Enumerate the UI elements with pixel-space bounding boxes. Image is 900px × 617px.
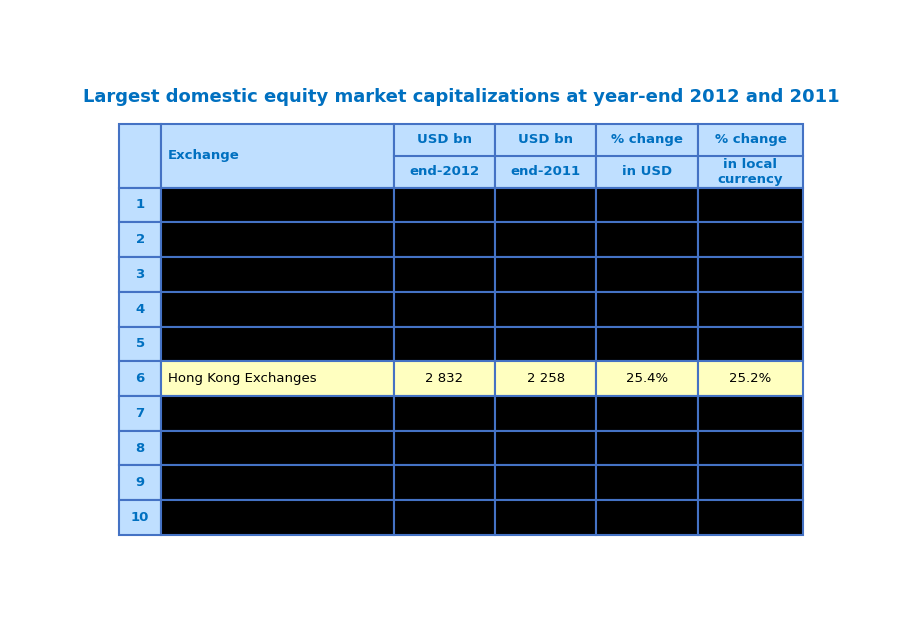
Bar	[597, 222, 698, 257]
Bar	[495, 465, 597, 500]
Text: 1: 1	[136, 199, 145, 212]
Text: 10: 10	[130, 511, 149, 524]
Bar	[495, 257, 597, 292]
Text: end-2011: end-2011	[510, 165, 580, 178]
Text: 7: 7	[136, 407, 145, 420]
Bar	[597, 326, 698, 361]
Bar	[597, 188, 698, 222]
Text: 4: 4	[136, 303, 145, 316]
Bar	[698, 396, 803, 431]
Text: % change: % change	[611, 133, 683, 146]
Bar	[698, 292, 803, 326]
Text: 2 832: 2 832	[426, 372, 464, 385]
Bar	[161, 361, 393, 396]
Bar	[597, 465, 698, 500]
Text: Exchange: Exchange	[167, 149, 239, 162]
Bar	[393, 361, 495, 396]
Bar	[597, 431, 698, 465]
Bar	[393, 257, 495, 292]
Text: USD bn: USD bn	[518, 133, 573, 146]
Bar	[161, 326, 393, 361]
Text: 6: 6	[136, 372, 145, 385]
Bar	[393, 396, 495, 431]
Text: 8: 8	[136, 442, 145, 455]
Bar	[120, 396, 161, 431]
Bar	[161, 500, 393, 535]
Bar	[495, 431, 597, 465]
Text: end-2012: end-2012	[410, 165, 480, 178]
Text: in local
currency: in local currency	[717, 158, 783, 186]
Bar	[597, 361, 698, 396]
Bar	[161, 396, 393, 431]
Bar	[495, 326, 597, 361]
Bar	[120, 431, 161, 465]
Text: USD bn: USD bn	[417, 133, 472, 146]
Bar	[698, 431, 803, 465]
Bar	[120, 222, 161, 257]
Bar	[698, 257, 803, 292]
Text: 25.4%: 25.4%	[626, 372, 668, 385]
Text: 5: 5	[136, 337, 145, 350]
Bar	[120, 361, 161, 396]
Text: in USD: in USD	[622, 165, 672, 178]
Bar	[698, 465, 803, 500]
Bar	[495, 188, 597, 222]
Bar	[698, 188, 803, 222]
Text: 25.2%: 25.2%	[729, 372, 771, 385]
Bar	[161, 222, 393, 257]
Bar	[495, 361, 597, 396]
Bar	[120, 124, 161, 188]
Bar	[120, 257, 161, 292]
Text: Hong Kong Exchanges: Hong Kong Exchanges	[167, 372, 317, 385]
Bar	[393, 500, 495, 535]
Bar	[698, 222, 803, 257]
Bar	[120, 188, 161, 222]
Bar	[495, 222, 597, 257]
Bar	[597, 292, 698, 326]
Bar	[393, 326, 495, 361]
Text: 3: 3	[136, 268, 145, 281]
Bar	[393, 292, 495, 326]
Bar	[161, 465, 393, 500]
Bar	[161, 292, 393, 326]
Bar	[120, 465, 161, 500]
Text: 2 258: 2 258	[526, 372, 565, 385]
Bar	[698, 326, 803, 361]
Bar	[393, 188, 495, 222]
Bar	[698, 500, 803, 535]
Bar	[161, 431, 393, 465]
Bar	[698, 361, 803, 396]
Bar	[495, 396, 597, 431]
Bar	[597, 396, 698, 431]
Bar	[597, 500, 698, 535]
Bar	[495, 500, 597, 535]
Bar	[120, 326, 161, 361]
Text: Largest domestic equity market capitalizations at year-end 2012 and 2011: Largest domestic equity market capitaliz…	[83, 88, 840, 106]
Bar	[161, 257, 393, 292]
Text: 2: 2	[136, 233, 145, 246]
Bar	[161, 188, 393, 222]
Bar	[393, 465, 495, 500]
Text: % change: % change	[715, 133, 787, 146]
Bar	[393, 431, 495, 465]
Bar	[495, 292, 597, 326]
Bar	[120, 500, 161, 535]
Bar	[120, 292, 161, 326]
Bar	[393, 222, 495, 257]
Text: 9: 9	[136, 476, 145, 489]
Bar	[597, 257, 698, 292]
